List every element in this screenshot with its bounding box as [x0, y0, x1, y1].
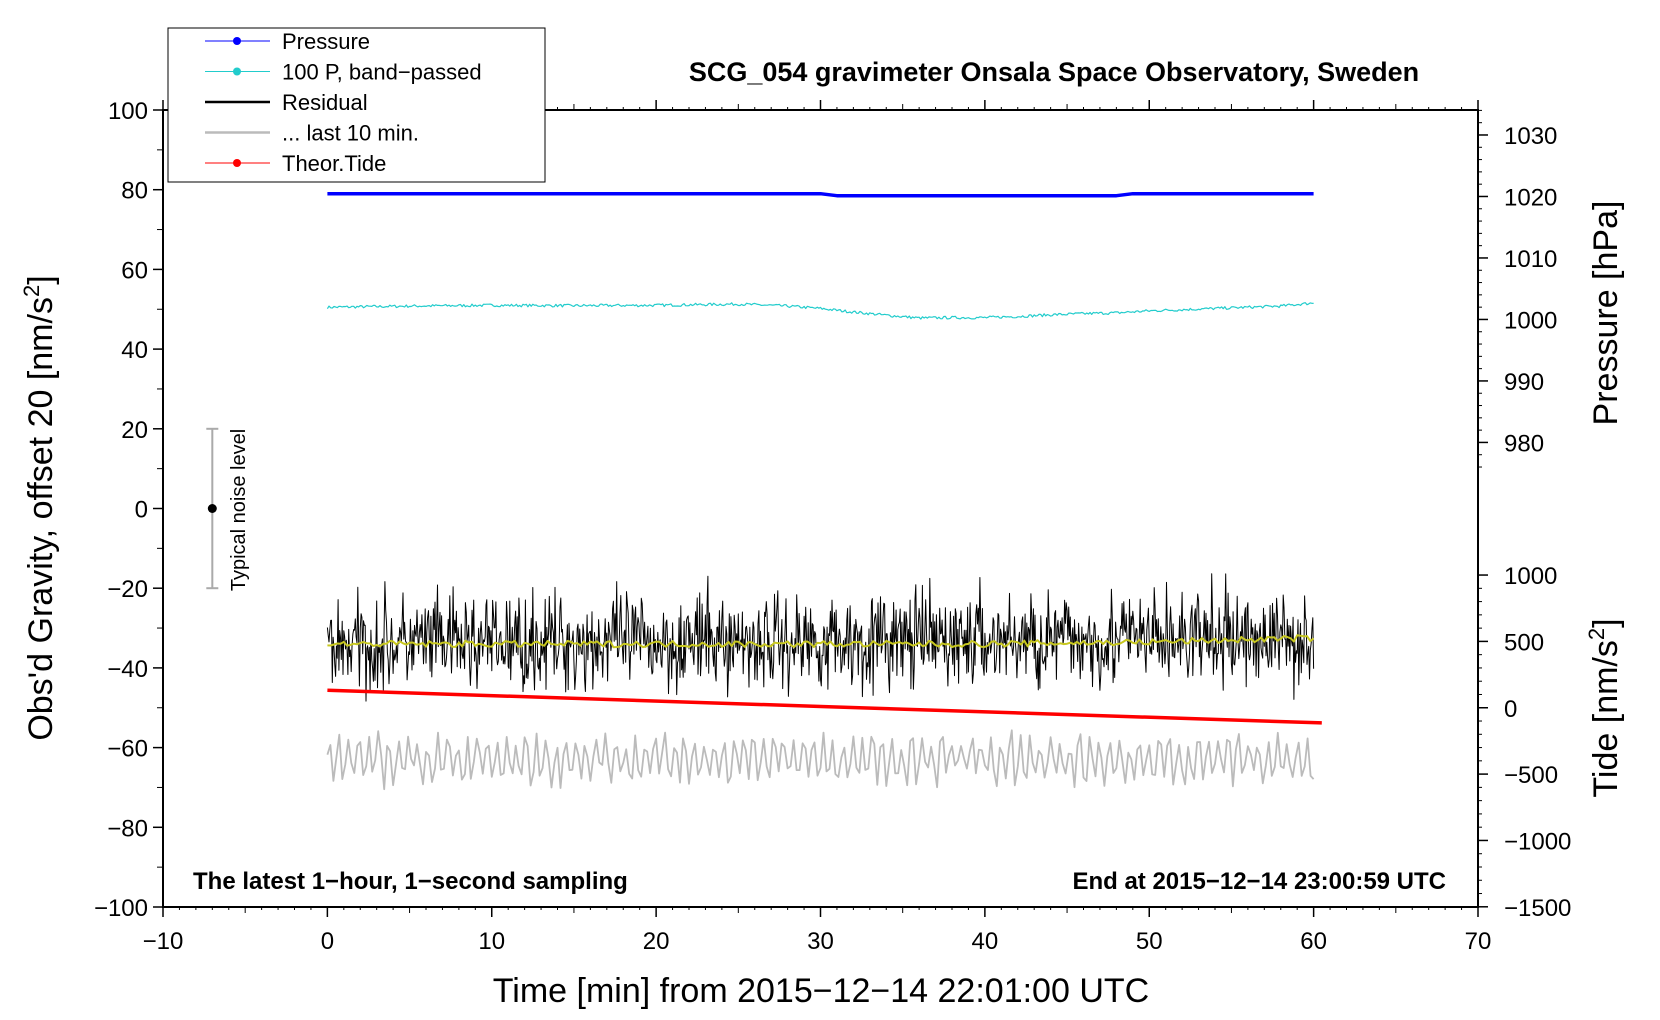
- tide-axis-title: Tide [nm/s2]: [1584, 618, 1625, 797]
- x-tick-label: 60: [1300, 928, 1327, 955]
- pressure-axis-title: Pressure [hPa]: [1587, 201, 1625, 426]
- y-tick-label: 60: [121, 257, 148, 284]
- legend-marker: [233, 67, 241, 76]
- x-tick-labels: −10 0 10 20 30 40 50 60 70: [143, 928, 1492, 955]
- tide-tick-label: 500: [1504, 629, 1544, 656]
- x-tick-label: 30: [807, 928, 834, 955]
- y-tick-label: 100: [108, 98, 148, 125]
- x-tick-label: 10: [478, 928, 505, 955]
- legend: Pressure 100 P, band−passed Residual ... la…: [167, 27, 546, 183]
- pressure-tick-labels: 980 990 1000 1010 1020 1030: [1504, 123, 1557, 457]
- x-tick-label: 50: [1136, 928, 1163, 955]
- legend-label: Pressure: [282, 29, 370, 54]
- legend-label: Residual: [282, 90, 368, 115]
- y-tick-label: −60: [107, 736, 148, 763]
- plot-frame: [162, 109, 1479, 908]
- pressure-tick-label: 1030: [1504, 123, 1557, 150]
- series-theoretical-tide: [327, 688, 1322, 725]
- tide-tick-label: −1500: [1504, 895, 1571, 922]
- y-tick-label: 80: [121, 178, 148, 205]
- series-bandpassed-pressure: [326, 302, 1314, 320]
- x-tick-label: −10: [143, 928, 184, 955]
- pressure-tick-label: 990: [1504, 369, 1544, 396]
- x-tick-label: 70: [1465, 928, 1492, 955]
- x-axis-title: Time [min] from 2015−12−14 22:01:00 UTC: [493, 972, 1149, 1010]
- y-tick-label: −100: [94, 895, 148, 922]
- legend-label: ... last 10 min.: [282, 121, 419, 146]
- y-axis-title-text: Obs'd Gravity, offset 20 [nm/s: [22, 297, 60, 741]
- series-residual: [326, 573, 1315, 702]
- tide-tick-label: 0: [1504, 696, 1517, 723]
- tide-tick-label: −500: [1504, 762, 1558, 789]
- legend-items: Pressure 100 P, band−passed Residual ... la…: [205, 29, 482, 176]
- tide-tick-label: −1000: [1504, 828, 1571, 855]
- x-tick-label: 0: [321, 928, 334, 955]
- legend-marker: [233, 159, 241, 167]
- legend-marker: [233, 37, 241, 45]
- tide-axis-title-end: ]: [1587, 618, 1625, 627]
- tide-tick-labels: −1500 −1000 −500 0 500 1000: [1504, 563, 1571, 922]
- y-axis-title-sup: 2: [19, 285, 44, 297]
- end-time-note: End at 2015−12−14 23:00:59 UTC: [1072, 868, 1446, 895]
- y-axis-title-end: ]: [22, 275, 60, 284]
- legend-label: 100 P, band−passed: [282, 60, 482, 85]
- chart-title: SCG_054 gravimeter Onsala Space Observat…: [689, 57, 1419, 87]
- legend-box: [167, 27, 546, 183]
- pressure-tick-label: 1010: [1504, 246, 1557, 273]
- x-tick-label: 20: [643, 928, 670, 955]
- sampling-note: The latest 1−hour, 1−second sampling: [193, 868, 628, 895]
- y-tick-label: −20: [107, 576, 148, 603]
- tide-axis-title-sup: 2: [1584, 628, 1609, 640]
- legend-label: Theor.Tide: [282, 151, 386, 176]
- noise-indicator: Typical noise level: [206, 427, 250, 591]
- y-tick-label: 40: [121, 337, 148, 364]
- y-tick-label: 20: [121, 417, 148, 444]
- noise-center-dot: [207, 504, 217, 513]
- tide-axis-title-text: Tide [nm/s: [1587, 640, 1625, 797]
- pressure-tick-label: 980: [1504, 430, 1544, 457]
- series-pressure: [327, 191, 1314, 198]
- y-tick-labels: −100 −80 −60 −40 −20 0 20 40 60 80 100: [94, 98, 148, 922]
- y-tick-label: −40: [107, 656, 148, 683]
- tide-tick-label: 1000: [1504, 563, 1557, 590]
- y-tick-label: 0: [135, 497, 148, 524]
- tick-layer: [153, 100, 1488, 917]
- series-layer: [326, 191, 1322, 791]
- series-residual-smoothed: [327, 634, 1315, 649]
- pressure-tick-label: 1020: [1504, 184, 1557, 211]
- pressure-tick-label: 1000: [1504, 307, 1557, 334]
- y-tick-label: −80: [107, 815, 148, 842]
- x-tick-label: 40: [972, 928, 999, 955]
- noise-label: Typical noise level: [228, 429, 250, 591]
- y-axis-title: Obs'd Gravity, offset 20 [nm/s2]: [19, 275, 60, 740]
- series-last-10-min: [326, 729, 1315, 791]
